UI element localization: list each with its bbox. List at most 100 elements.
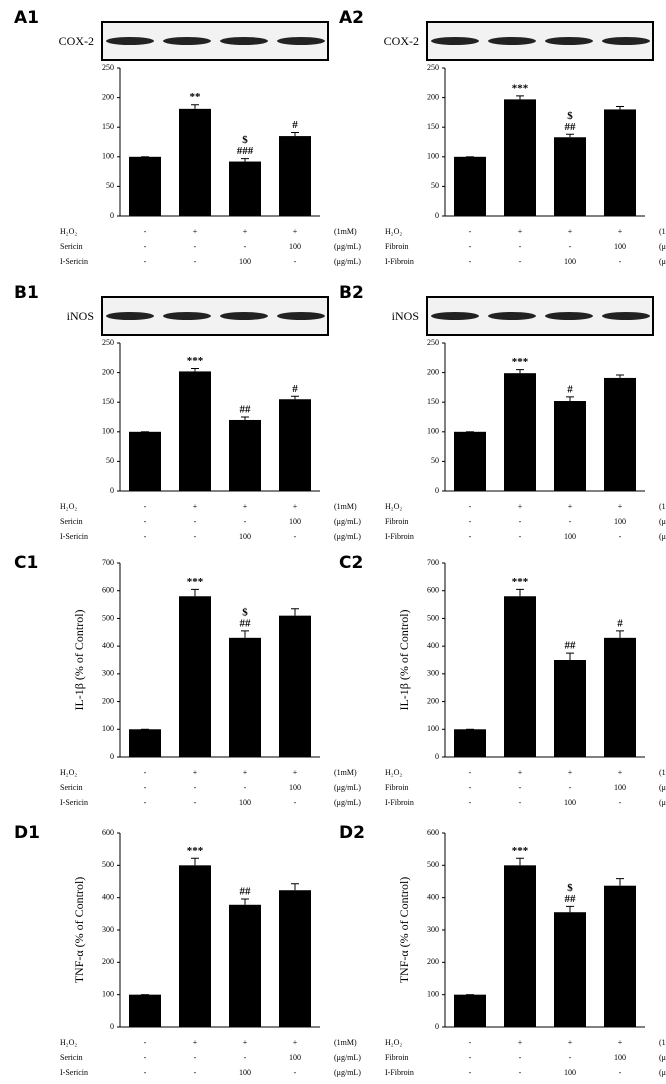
- blot-band: [602, 37, 650, 45]
- condition-value: -: [469, 798, 472, 807]
- blot-band: [106, 37, 154, 45]
- y-tick-label: 100: [102, 724, 114, 733]
- y-tick-label: 0: [435, 1022, 439, 1031]
- bar: [179, 108, 211, 216]
- condition-value: +: [193, 502, 198, 511]
- condition-value: -: [469, 532, 472, 541]
- condition-unit: (μg/mL): [334, 242, 361, 251]
- condition-value: -: [144, 798, 147, 807]
- condition-value: +: [243, 1038, 248, 1047]
- bar: [604, 377, 636, 491]
- condition-value: 100: [289, 783, 301, 792]
- blot-label: iNOS: [67, 309, 94, 323]
- significance-label: ##: [565, 121, 577, 133]
- bar: [129, 994, 161, 1027]
- y-tick-label: 50: [431, 181, 439, 190]
- error-bar: [616, 630, 624, 638]
- y-tick-label: 150: [102, 122, 114, 131]
- condition-value: -: [569, 1053, 572, 1062]
- blot-label: COX-2: [384, 34, 419, 48]
- significance-label: ***: [187, 576, 204, 588]
- condition-value: -: [469, 1038, 472, 1047]
- condition-value: -: [469, 1068, 472, 1077]
- condition-value: -: [569, 783, 572, 792]
- bar: [279, 136, 311, 216]
- condition-value: +: [193, 1038, 198, 1047]
- condition-value: +: [193, 768, 198, 777]
- condition-value: 100: [614, 242, 626, 251]
- significance-label: ***: [512, 576, 529, 588]
- condition-value: -: [194, 242, 197, 251]
- condition-value: -: [469, 517, 472, 526]
- error-bar: [566, 652, 574, 660]
- bar: [504, 373, 536, 491]
- panel: D1 TNF-α (% of Control) 0 100 200 300 400 500 60…: [14, 823, 361, 1077]
- y-tick-label: 50: [106, 456, 114, 465]
- condition-value: -: [469, 502, 472, 511]
- significance-label: ###: [237, 145, 254, 157]
- condition-value: -: [569, 517, 572, 526]
- condition-value: -: [144, 502, 147, 511]
- error-bar: [616, 105, 624, 110]
- condition-unit: (μg/mL): [334, 257, 361, 266]
- condition-value: -: [469, 783, 472, 792]
- condition-value: -: [244, 242, 247, 251]
- significance-label: ##: [240, 617, 252, 629]
- y-tick-label: 600: [102, 828, 114, 837]
- bar: [504, 865, 536, 1027]
- error-bar: [241, 158, 249, 162]
- condition-value: 100: [289, 1053, 301, 1062]
- y-tick-label: 500: [102, 613, 114, 622]
- bar: [554, 660, 586, 757]
- condition-value: -: [519, 242, 522, 251]
- condition-name: Fibroin: [385, 517, 409, 526]
- condition-value: 100: [564, 257, 576, 266]
- panel-label: C2: [339, 553, 363, 573]
- significance-label: ***: [512, 356, 529, 368]
- y-tick-label: 0: [110, 752, 114, 761]
- y-tick-label: 500: [427, 860, 439, 869]
- bar: [604, 885, 636, 1027]
- condition-value: -: [294, 1068, 297, 1077]
- bar: [229, 419, 261, 491]
- condition-name: Fibroin: [385, 783, 409, 792]
- condition-name: I-Fibroin: [385, 798, 414, 807]
- condition-value: -: [144, 227, 147, 236]
- condition-value: 100: [564, 798, 576, 807]
- condition-name: I-Fibroin: [385, 532, 414, 541]
- condition-value: -: [194, 517, 197, 526]
- significance-label: #: [617, 617, 623, 629]
- condition-unit: (μg/mL): [659, 1068, 666, 1077]
- y-tick-label: 0: [435, 486, 439, 495]
- significance-label: $: [242, 134, 248, 146]
- blot-band: [545, 37, 593, 45]
- y-tick-label: 300: [427, 669, 439, 678]
- condition-value: 100: [614, 1053, 626, 1062]
- panel-label: B1: [14, 283, 39, 303]
- y-tick-label: 400: [427, 892, 439, 901]
- bar: [129, 729, 161, 757]
- significance-label: $: [567, 110, 573, 122]
- condition-value: +: [243, 768, 248, 777]
- y-tick-label: 100: [427, 152, 439, 161]
- condition-unit: (1mM): [334, 768, 357, 777]
- condition-unit: (μg/mL): [334, 798, 361, 807]
- condition-value: +: [293, 502, 298, 511]
- bar: [229, 637, 261, 757]
- condition-value: -: [244, 1053, 247, 1062]
- y-tick-label: 100: [102, 152, 114, 161]
- condition-value: +: [618, 768, 623, 777]
- condition-unit: (1mM): [334, 502, 357, 511]
- y-tick-label: 150: [427, 122, 439, 131]
- y-tick-label: 600: [427, 828, 439, 837]
- condition-unit: (1mM): [334, 227, 357, 236]
- condition-value: +: [568, 502, 573, 511]
- y-tick-label: 200: [427, 696, 439, 705]
- condition-value: +: [568, 1038, 573, 1047]
- bar: [454, 994, 486, 1027]
- condition-name: Sericin: [60, 242, 83, 251]
- condition-value: +: [243, 227, 248, 236]
- significance-label: #: [567, 383, 573, 395]
